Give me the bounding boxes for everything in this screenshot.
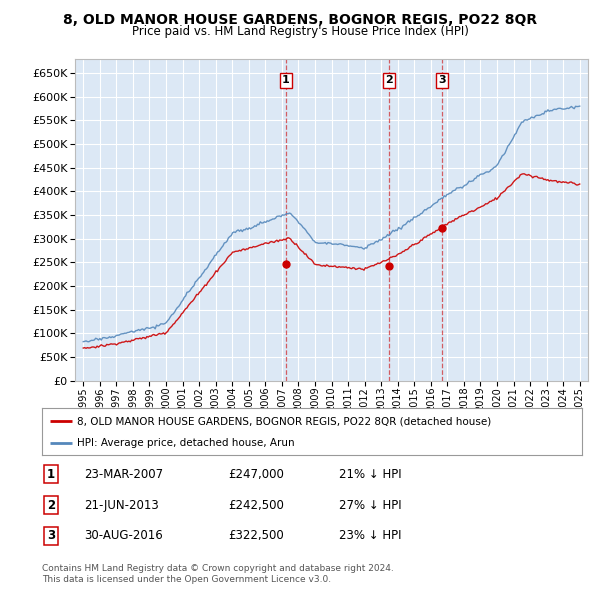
Text: 23% ↓ HPI: 23% ↓ HPI [339, 529, 401, 542]
Text: 2: 2 [47, 499, 55, 512]
Text: 3: 3 [47, 529, 55, 542]
Text: £242,500: £242,500 [228, 499, 284, 512]
Text: 2: 2 [385, 76, 393, 86]
Text: Contains HM Land Registry data © Crown copyright and database right 2024.: Contains HM Land Registry data © Crown c… [42, 565, 394, 573]
Text: £322,500: £322,500 [228, 529, 284, 542]
Text: 27% ↓ HPI: 27% ↓ HPI [339, 499, 401, 512]
Text: 1: 1 [282, 76, 290, 86]
Text: 8, OLD MANOR HOUSE GARDENS, BOGNOR REGIS, PO22 8QR: 8, OLD MANOR HOUSE GARDENS, BOGNOR REGIS… [63, 13, 537, 27]
Text: 23-MAR-2007: 23-MAR-2007 [84, 468, 163, 481]
Text: 8, OLD MANOR HOUSE GARDENS, BOGNOR REGIS, PO22 8QR (detached house): 8, OLD MANOR HOUSE GARDENS, BOGNOR REGIS… [77, 416, 491, 426]
Text: 21% ↓ HPI: 21% ↓ HPI [339, 468, 401, 481]
Text: £247,000: £247,000 [228, 468, 284, 481]
Text: 21-JUN-2013: 21-JUN-2013 [84, 499, 159, 512]
Text: 30-AUG-2016: 30-AUG-2016 [84, 529, 163, 542]
Text: Price paid vs. HM Land Registry's House Price Index (HPI): Price paid vs. HM Land Registry's House … [131, 25, 469, 38]
Text: 1: 1 [47, 468, 55, 481]
Text: HPI: Average price, detached house, Arun: HPI: Average price, detached house, Arun [77, 438, 295, 448]
Text: This data is licensed under the Open Government Licence v3.0.: This data is licensed under the Open Gov… [42, 575, 331, 584]
Text: 3: 3 [438, 76, 446, 86]
